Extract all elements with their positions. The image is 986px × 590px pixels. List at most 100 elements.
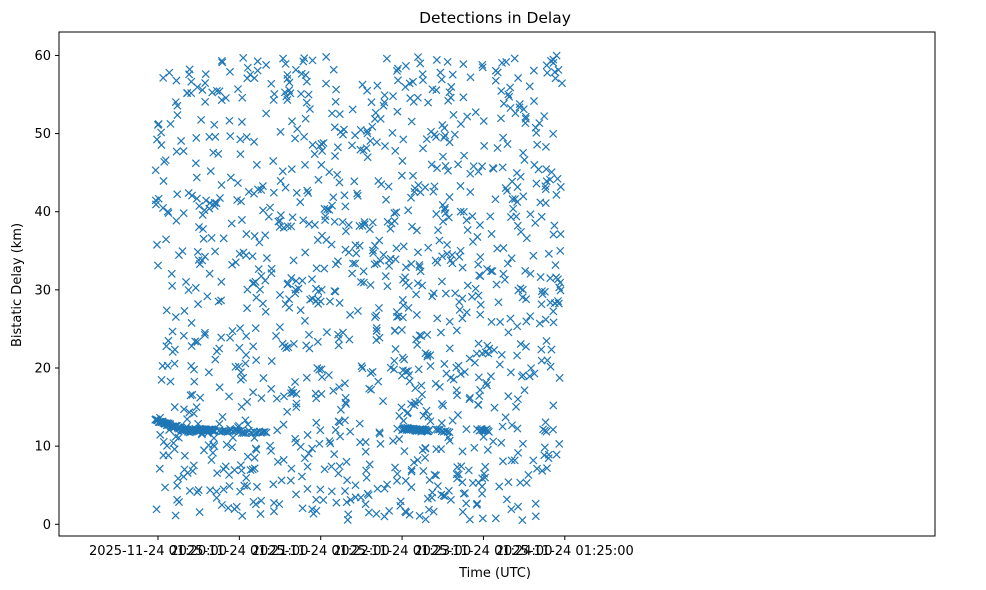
data-point xyxy=(283,407,292,416)
data-point xyxy=(225,67,234,76)
plot-frame xyxy=(58,31,936,537)
data-point xyxy=(285,78,294,87)
data-point xyxy=(411,384,420,393)
data-point xyxy=(432,445,441,454)
data-point xyxy=(292,490,301,499)
data-point xyxy=(441,161,450,170)
data-point xyxy=(478,474,487,483)
data-point xyxy=(207,455,216,465)
data-point xyxy=(217,56,226,65)
data-point xyxy=(520,155,529,164)
data-point xyxy=(296,89,306,98)
data-point xyxy=(322,79,331,88)
data-point xyxy=(417,381,426,390)
data-point xyxy=(531,218,540,227)
data-point xyxy=(510,456,519,465)
data-point xyxy=(304,188,313,197)
data-point xyxy=(159,203,168,212)
data-point xyxy=(445,193,454,202)
data-point xyxy=(418,70,427,79)
data-point xyxy=(508,177,517,186)
data-point xyxy=(452,363,461,372)
data-point xyxy=(279,420,288,429)
data-point xyxy=(478,489,487,498)
data-point xyxy=(217,500,226,509)
data-point xyxy=(476,385,485,394)
data-point xyxy=(317,139,326,148)
data-point xyxy=(497,86,506,96)
data-point xyxy=(218,58,227,67)
data-point xyxy=(210,198,219,207)
data-point xyxy=(529,456,538,465)
data-point xyxy=(209,434,218,443)
data-point xyxy=(393,107,402,116)
data-point xyxy=(318,146,327,155)
data-point xyxy=(348,141,357,150)
data-point xyxy=(219,234,228,243)
data-point xyxy=(308,56,317,65)
data-point xyxy=(445,138,454,147)
data-point xyxy=(195,508,204,517)
data-point xyxy=(189,409,198,418)
data-point xyxy=(437,277,446,286)
data-point xyxy=(448,251,457,260)
data-point xyxy=(419,411,428,420)
data-point xyxy=(335,383,344,392)
data-point xyxy=(362,466,371,475)
data-point xyxy=(217,333,226,342)
data-point xyxy=(159,176,168,186)
data-point xyxy=(330,450,339,459)
data-point xyxy=(521,342,530,351)
data-point xyxy=(328,109,337,118)
data-point xyxy=(276,176,285,185)
data-point xyxy=(168,347,177,356)
data-point xyxy=(313,364,322,373)
data-point xyxy=(443,427,452,436)
data-point xyxy=(543,68,552,77)
data-point xyxy=(460,489,469,498)
data-point xyxy=(484,427,493,436)
data-point xyxy=(446,93,455,102)
data-point xyxy=(214,149,223,158)
data-point xyxy=(471,284,480,293)
data-point xyxy=(438,121,447,130)
data-point xyxy=(331,425,340,434)
data-point xyxy=(217,180,226,190)
data-point xyxy=(412,290,421,299)
data-point xyxy=(242,350,251,359)
data-point xyxy=(441,131,450,140)
data-point xyxy=(504,478,513,487)
data-point xyxy=(174,474,183,483)
data-point xyxy=(179,209,188,218)
data-point xyxy=(493,68,502,77)
data-point xyxy=(427,160,436,169)
data-point xyxy=(171,98,180,107)
data-point xyxy=(499,99,508,108)
data-point xyxy=(289,388,298,397)
data-point xyxy=(303,484,312,493)
data-point xyxy=(336,432,345,441)
data-point xyxy=(382,54,391,63)
data-point xyxy=(180,306,189,315)
data-point xyxy=(374,176,383,185)
data-point xyxy=(516,227,525,236)
data-point xyxy=(445,88,454,97)
data-point xyxy=(346,495,355,504)
data-point xyxy=(261,231,270,240)
data-point xyxy=(443,166,453,175)
data-point xyxy=(508,421,517,430)
data-point xyxy=(243,74,252,83)
data-point xyxy=(310,220,319,229)
data-point xyxy=(515,100,524,109)
data-point xyxy=(441,289,450,298)
data-point xyxy=(472,500,481,509)
data-point xyxy=(281,59,290,68)
data-point xyxy=(258,299,267,308)
data-point xyxy=(198,85,207,95)
data-point xyxy=(373,484,382,493)
data-point xyxy=(541,199,550,208)
data-point xyxy=(440,359,449,368)
data-point xyxy=(443,57,452,66)
data-point xyxy=(531,499,540,508)
data-point xyxy=(407,117,416,126)
